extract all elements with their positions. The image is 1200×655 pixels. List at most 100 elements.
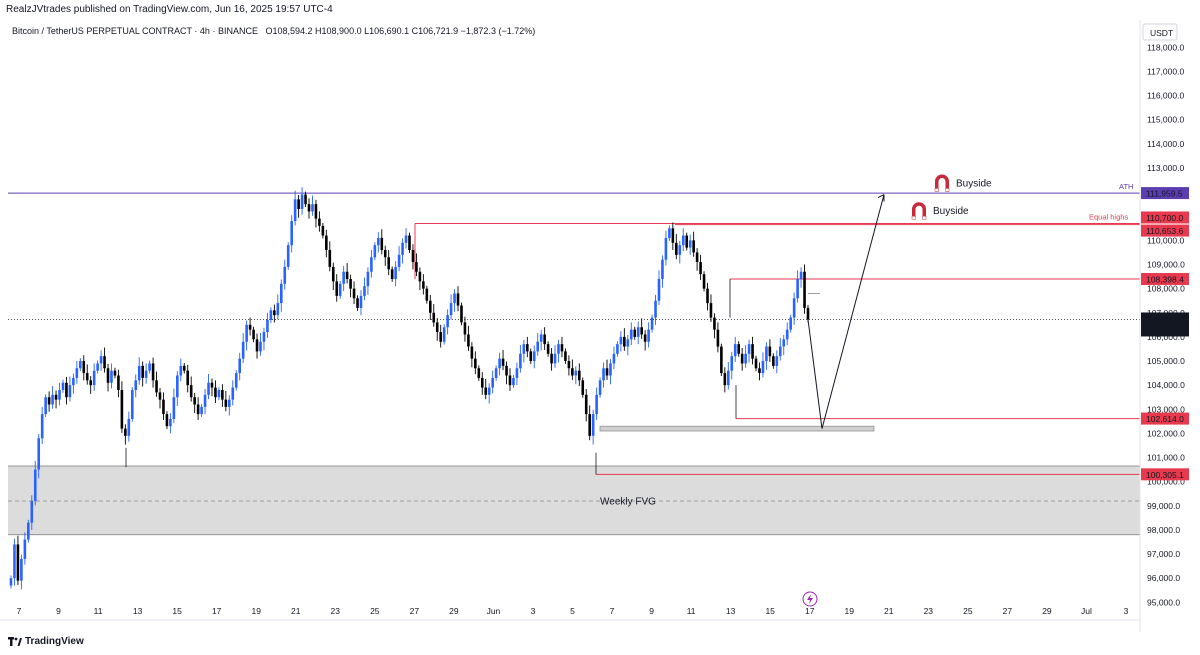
candle-body	[13, 544, 16, 579]
candle-body	[120, 389, 124, 429]
candle-body	[325, 235, 328, 251]
time-axis: 7 9 11 13 15 17 19 21 23 25 27 29 Jun 3 5 7 9 11 13 15 17 19 2…	[0, 606, 1140, 621]
time-tick-label: 29	[449, 606, 459, 616]
candle-body	[401, 242, 404, 255]
candle-body	[699, 262, 702, 275]
symbol-name[interactable]: Bitcoin / TetherUS PERPETUAL CONTRACT	[12, 26, 192, 36]
time-tick-label: 21	[291, 606, 301, 616]
candle-body	[758, 368, 761, 374]
time-tick-label: 9	[56, 606, 61, 616]
candle-body	[727, 370, 730, 386]
price-tick-label: 109,000.0	[1147, 259, 1185, 269]
candle-body	[207, 382, 210, 395]
candle-body	[228, 399, 231, 407]
candle-body	[685, 235, 689, 248]
candle-body	[269, 310, 273, 320]
candle-body	[661, 259, 664, 279]
price-tick-label: 100,000.0	[1147, 477, 1185, 487]
publisher-bar: RealzJVtrades published on TradingView.c…	[0, 0, 1200, 20]
current-price-label: 106,721.9	[1146, 314, 1184, 324]
time-tick-label: 23	[331, 606, 341, 616]
candle-body	[276, 303, 280, 316]
candle-body	[321, 225, 325, 236]
candle-body	[72, 377, 75, 386]
candle-body	[54, 394, 58, 400]
candle-body	[744, 353, 747, 364]
candle-body	[165, 414, 169, 427]
candle-body	[37, 438, 41, 470]
candle-body	[467, 334, 470, 347]
candle-body	[127, 418, 131, 436]
candle-body	[557, 344, 560, 354]
candle-body	[342, 271, 345, 284]
price-tick-label: 105,000.0	[1147, 356, 1185, 366]
price-tick-label: 108,000.0	[1147, 284, 1185, 294]
candle-body	[234, 373, 238, 388]
candle-body	[494, 368, 498, 378]
candle-body	[404, 235, 408, 243]
chart-canvas[interactable]: Buyside Buyside ATH Equal highs Weekly FVG U…	[0, 20, 1200, 632]
time-tick-label: 11	[94, 606, 103, 616]
candle-body	[526, 344, 529, 352]
candle-body	[778, 346, 782, 357]
price-level-label: 110,653.6	[1146, 226, 1183, 236]
candle-body	[775, 356, 779, 366]
candle-body	[255, 339, 259, 352]
candle-body	[103, 356, 106, 369]
candle-body	[529, 351, 533, 362]
tradingview-logo[interactable]: TradingView	[8, 636, 84, 647]
candle-body	[643, 334, 647, 342]
fvg-layer	[8, 465, 1140, 536]
candle-body	[380, 237, 384, 251]
candle-body	[92, 370, 96, 386]
candle-body	[418, 271, 422, 282]
candle-body	[221, 389, 224, 400]
candle-body	[314, 204, 318, 219]
candle-body	[675, 242, 678, 255]
candle-body	[203, 394, 207, 407]
time-tick-label: 19	[845, 606, 855, 616]
candle-body	[363, 286, 366, 296]
candle-body	[449, 303, 453, 316]
candle-body	[439, 332, 442, 342]
candle-body	[567, 361, 571, 369]
price-level-box	[1141, 187, 1189, 200]
candle-body	[79, 361, 82, 369]
symbol-interval[interactable]: 4h	[199, 26, 210, 36]
candle-body	[688, 240, 692, 248]
price-chart[interactable]: Buyside Buyside ATH Equal highs Weekly FVG U…	[0, 20, 1200, 632]
candle-body	[366, 271, 370, 287]
candle-body	[564, 351, 567, 362]
candle-body	[214, 387, 217, 398]
candle-body	[695, 252, 699, 263]
candle-body	[20, 558, 23, 581]
candle-body	[85, 373, 89, 381]
candle-body	[733, 344, 737, 357]
candle-body	[182, 365, 186, 371]
lightning-icon[interactable]	[802, 591, 818, 607]
price-tick-label: 106,000.0	[1147, 332, 1185, 342]
candle-body	[137, 365, 141, 381]
symbol-legend[interactable]: Bitcoin / TetherUS PERPETUAL CONTRACT · …	[12, 26, 536, 36]
time-tick-label: 27	[410, 606, 420, 616]
candle-body	[338, 283, 342, 296]
candle-body	[616, 344, 619, 354]
candle-body	[47, 397, 51, 405]
candle-body	[550, 353, 553, 364]
currency-label[interactable]: USDT	[1150, 28, 1173, 38]
candle-body	[331, 266, 335, 282]
price-level-box	[1141, 412, 1189, 425]
time-tick-label: 15	[765, 606, 775, 616]
candle-body	[765, 346, 768, 362]
tradingview-logo-icon	[8, 636, 22, 646]
price-tick-label: 113,000.0	[1147, 163, 1184, 173]
candle-body	[560, 344, 564, 352]
price-tick-label: 117,000.0	[1147, 66, 1184, 76]
time-tick-label: Jun	[487, 606, 501, 616]
price-tick-label: 103,000.0	[1147, 404, 1185, 414]
candle-body	[588, 414, 591, 436]
time-tick-label: 25	[963, 606, 973, 616]
candle-body	[453, 293, 456, 304]
candle-body	[435, 322, 439, 333]
candle-body	[546, 344, 550, 354]
